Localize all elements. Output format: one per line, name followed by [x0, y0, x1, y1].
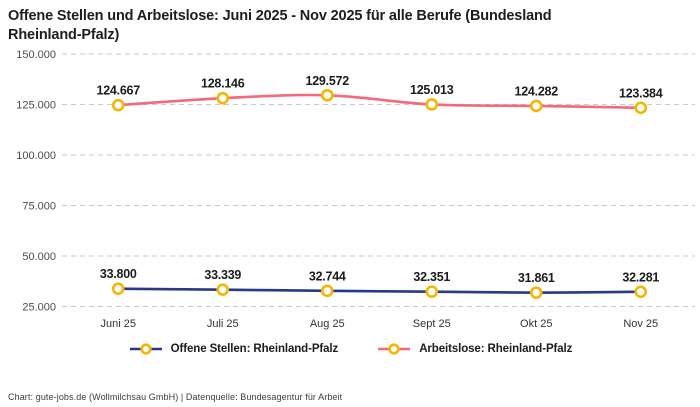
offene-stellen-line-marker-icon: [129, 343, 162, 355]
data-point[interactable]: [425, 285, 439, 299]
data-point-label: 32.281: [622, 271, 659, 285]
data-point[interactable]: [216, 92, 230, 105]
legend-item-offene-stellen[interactable]: Offene Stellen: Rheinland-Pfalz: [128, 342, 339, 356]
y-axis-tick-label: 25.000: [22, 302, 56, 314]
data-point-label: 123.384: [619, 87, 663, 101]
arbeitslose-line-marker-icon: [378, 343, 411, 355]
series-line-0: [116, 287, 643, 295]
y-axis-tick-label: 125.000: [16, 100, 56, 112]
legend: Offene Stellen: Rheinland-Pfalz Arbeitsl…: [0, 342, 700, 356]
data-point[interactable]: [529, 286, 543, 300]
legend-label-arbeitslose: Arbeitslose: Rheinland-Pfalz: [419, 343, 573, 356]
legend-label-offene-stellen: Offene Stellen: Rheinland-Pfalz: [170, 343, 339, 356]
line-chart-plot: 150.000 125.000 100.000 75.000 50.000 25.000 J…: [16, 49, 695, 330]
series-line-1: [116, 93, 643, 110]
x-axis-tick-label: Juni 25: [101, 318, 136, 330]
y-axis-tick-label: 50.000: [22, 251, 56, 263]
data-point[interactable]: [111, 282, 125, 296]
data-point-label: 129.572: [306, 74, 350, 88]
data-point[interactable]: [111, 99, 125, 112]
chart-title: Offene Stellen und Arbeitslose: Juni 202…: [8, 7, 700, 45]
data-point[interactable]: [425, 98, 439, 112]
source-credit: Chart: gute-jobs.de (Wollmilchsau GmbH) …: [8, 392, 343, 402]
x-axis-tick-label: Nov 25: [623, 318, 658, 330]
data-point[interactable]: [529, 99, 543, 113]
x-axis-tick-label: Juli 25: [207, 318, 239, 330]
data-point-label: 124.667: [97, 84, 141, 98]
chart-title-line-2: Rheinland-Pfalz): [8, 27, 120, 44]
data-point-label: 32.744: [309, 270, 346, 284]
y-axis-tick-label: 150.000: [16, 49, 56, 61]
data-point-label: 32.351: [413, 270, 450, 284]
data-point-label: 124.282: [515, 85, 559, 99]
y-axis-tick-label: 100.000: [16, 150, 56, 162]
data-point[interactable]: [216, 283, 230, 297]
data-point[interactable]: [320, 89, 334, 102]
data-point-label: 128.146: [201, 77, 245, 91]
data-point[interactable]: [634, 285, 648, 299]
data-point-label: 31.861: [518, 271, 555, 285]
y-axis-tick-label: 75.000: [22, 201, 56, 213]
data-point-label: 33.800: [100, 267, 137, 281]
data-point[interactable]: [634, 101, 648, 115]
x-axis-tick-label: Okt 25: [520, 318, 552, 330]
x-axis-tick-label: Sept 25: [413, 318, 451, 330]
data-point-label: 33.339: [204, 268, 241, 282]
chart-card: Offene Stellen und Arbeitslose: Juni 202…: [0, 7, 700, 407]
x-axis-tick-label: Aug 25: [310, 318, 345, 330]
chart-title-line-1: Offene Stellen und Arbeitslose: Juni 202…: [8, 8, 552, 24]
legend-item-arbeitslose[interactable]: Arbeitslose: Rheinland-Pfalz: [376, 342, 572, 356]
data-point-label: 125.013: [410, 83, 454, 97]
data-point[interactable]: [320, 284, 334, 298]
